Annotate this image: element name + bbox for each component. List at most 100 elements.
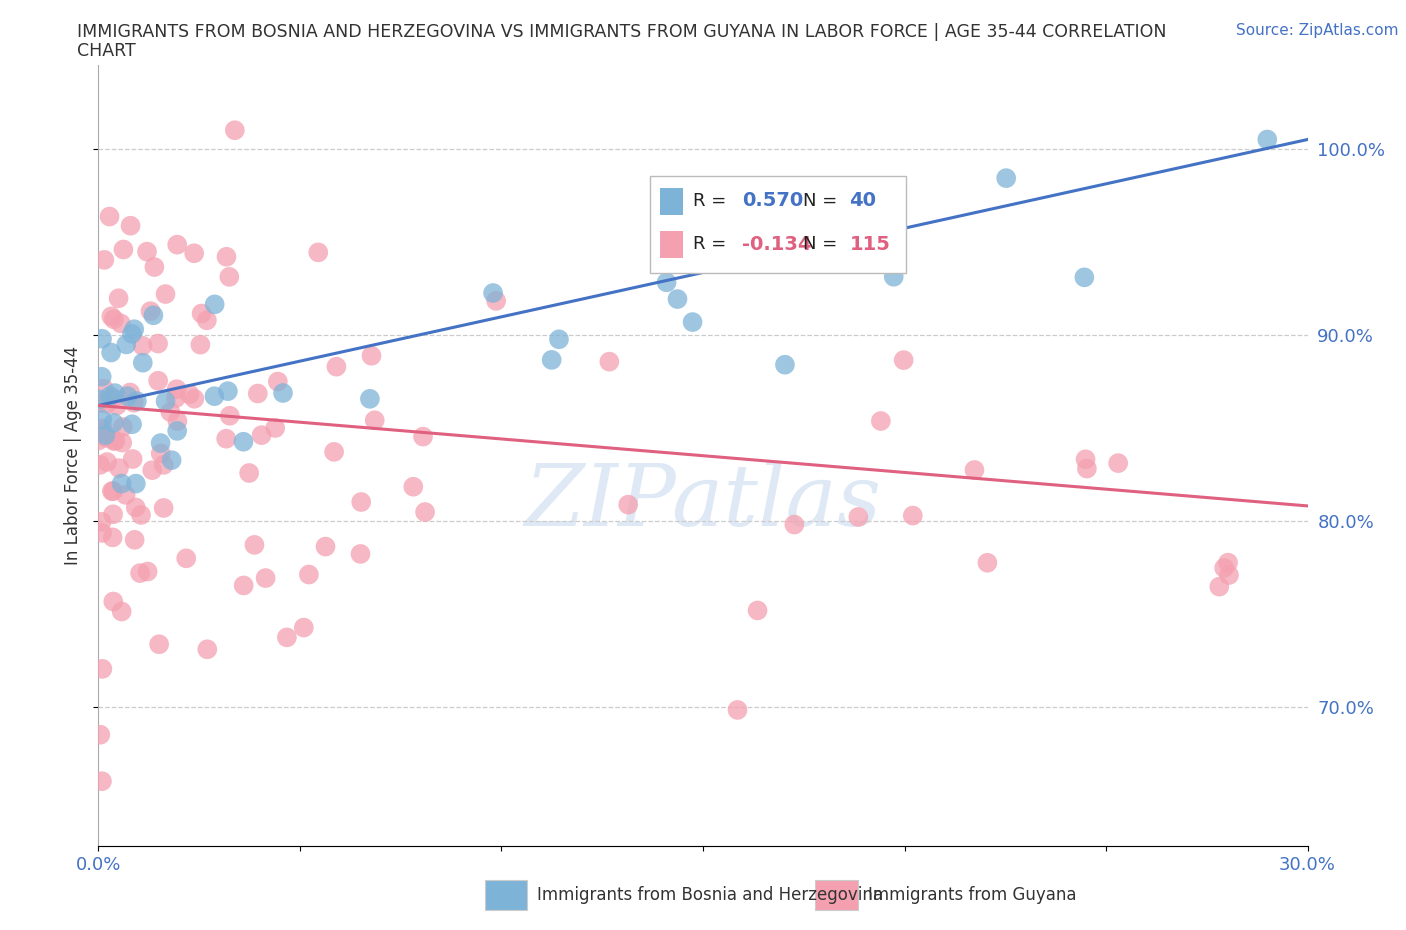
- Point: [114, 487, 136, 502]
- Point: [963, 462, 986, 477]
- Point: [179, 387, 201, 402]
- Point: [655, 275, 678, 290]
- Point: [98, 389, 121, 404]
- FancyBboxPatch shape: [659, 232, 683, 259]
- Point: [89, 392, 111, 406]
- Point: [91, 525, 114, 540]
- Point: [101, 484, 124, 498]
- Point: [166, 382, 188, 397]
- Point: [103, 312, 125, 326]
- Point: [307, 245, 329, 259]
- Point: [846, 510, 869, 525]
- Text: Immigrants from Bosnia and Herzegovina: Immigrants from Bosnia and Herzegovina: [537, 885, 883, 904]
- Point: [1074, 452, 1097, 467]
- Point: [232, 578, 254, 592]
- Text: 40: 40: [849, 192, 876, 210]
- Point: [87, 424, 110, 439]
- Point: [1076, 461, 1098, 476]
- Text: IMMIGRANTS FROM BOSNIA AND HERZEGOVINA VS IMMIGRANTS FROM GUYANA IN LABOR FORCE : IMMIGRANTS FROM BOSNIA AND HERZEGOVINA V…: [77, 23, 1167, 41]
- Point: [540, 352, 562, 367]
- Point: [482, 286, 505, 300]
- Point: [254, 571, 277, 586]
- Point: [1208, 579, 1230, 594]
- Point: [89, 458, 111, 472]
- Point: [195, 312, 218, 327]
- Point: [360, 349, 382, 364]
- Point: [89, 727, 111, 742]
- Point: [125, 476, 148, 491]
- Point: [217, 384, 239, 399]
- Point: [976, 555, 998, 570]
- Point: [90, 369, 112, 384]
- Point: [315, 539, 337, 554]
- Point: [129, 508, 152, 523]
- Point: [101, 530, 124, 545]
- Point: [90, 514, 112, 529]
- Point: [100, 309, 122, 324]
- Point: [246, 386, 269, 401]
- Point: [111, 435, 134, 450]
- Point: [204, 297, 226, 312]
- Point: [103, 416, 125, 431]
- Point: [122, 395, 145, 410]
- Point: [117, 389, 139, 404]
- Point: [159, 405, 181, 419]
- Point: [548, 332, 571, 347]
- Point: [359, 392, 381, 406]
- Point: [1107, 456, 1129, 471]
- Point: [155, 393, 177, 408]
- Point: [105, 398, 128, 413]
- Point: [166, 423, 188, 438]
- Point: [995, 171, 1018, 186]
- Point: [783, 517, 806, 532]
- Point: [132, 355, 155, 370]
- Point: [87, 395, 110, 410]
- Point: [149, 435, 172, 450]
- Point: [883, 270, 905, 285]
- Point: [160, 453, 183, 468]
- Point: [103, 484, 125, 498]
- Point: [94, 428, 117, 443]
- Point: [276, 630, 298, 644]
- Point: [104, 386, 127, 401]
- Point: [224, 123, 246, 138]
- Point: [108, 460, 131, 475]
- Point: [215, 432, 238, 446]
- Text: N =: N =: [803, 235, 838, 253]
- Point: [93, 252, 115, 267]
- Point: [91, 661, 114, 676]
- Point: [115, 337, 138, 352]
- Point: [349, 547, 371, 562]
- Point: [141, 463, 163, 478]
- Point: [1256, 132, 1278, 147]
- Point: [292, 620, 315, 635]
- Point: [666, 292, 689, 307]
- Point: [152, 458, 174, 472]
- Point: [188, 338, 211, 352]
- Point: [174, 551, 197, 565]
- Point: [100, 345, 122, 360]
- Point: [96, 396, 118, 411]
- Point: [142, 308, 165, 323]
- Point: [98, 209, 121, 224]
- Point: [773, 357, 796, 372]
- Point: [124, 532, 146, 547]
- Point: [146, 336, 169, 351]
- Point: [1218, 567, 1240, 582]
- Point: [323, 445, 346, 459]
- Point: [298, 567, 321, 582]
- Point: [325, 359, 347, 374]
- Point: [901, 508, 924, 523]
- Point: [143, 259, 166, 274]
- Point: [125, 393, 148, 408]
- Point: [350, 495, 373, 510]
- Point: [264, 420, 287, 435]
- Point: [110, 476, 132, 491]
- Point: [87, 433, 110, 448]
- Point: [218, 270, 240, 285]
- Point: [682, 314, 704, 329]
- Point: [183, 246, 205, 260]
- Point: [166, 414, 188, 429]
- Point: [195, 642, 218, 657]
- Point: [122, 322, 145, 337]
